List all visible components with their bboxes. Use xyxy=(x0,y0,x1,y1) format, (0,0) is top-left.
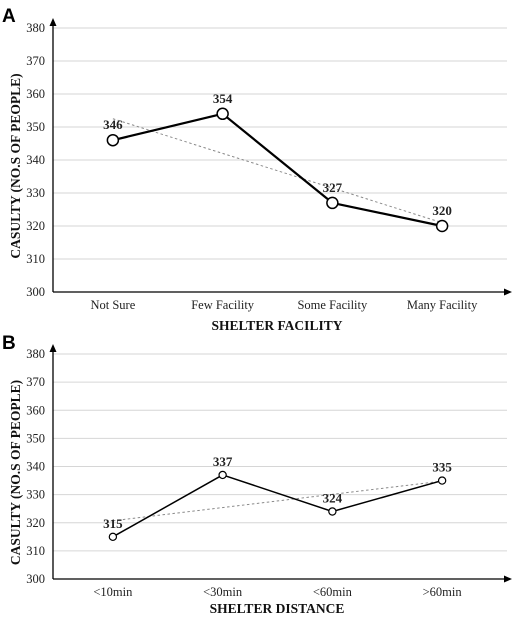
y-tick-label: 380 xyxy=(26,21,45,35)
trendline xyxy=(112,480,443,522)
y-tick-label: 350 xyxy=(26,120,45,134)
x-tick-label: Few Facility xyxy=(191,298,255,312)
data-point xyxy=(328,507,337,516)
y-tick-label: 310 xyxy=(26,252,45,266)
y-axis-title: CASULTY (NO.S OF PEOPLE) xyxy=(8,380,23,565)
series-line xyxy=(112,112,443,228)
data-point xyxy=(108,532,118,542)
data-label: 315 xyxy=(103,516,123,531)
y-tick-label: 380 xyxy=(26,347,45,361)
y-tick-label: 360 xyxy=(26,403,45,417)
y-tick-label: 370 xyxy=(26,375,45,389)
y-tick-label: 300 xyxy=(26,285,45,299)
y-tick-label: 360 xyxy=(26,87,45,101)
y-tick-label: 330 xyxy=(26,488,45,502)
y-tick-label: 340 xyxy=(26,460,45,474)
series-line xyxy=(112,474,443,538)
x-tick-label: Many Facility xyxy=(407,298,478,312)
y-axis-arrow xyxy=(49,18,57,26)
y-tick-label: 310 xyxy=(26,544,45,558)
data-label: 337 xyxy=(213,454,233,469)
data-point xyxy=(106,133,120,147)
x-tick-label: Some Facility xyxy=(297,298,368,312)
x-axis-arrow xyxy=(504,575,512,583)
y-axis-arrow xyxy=(49,344,57,352)
data-point xyxy=(218,470,227,480)
data-label: 324 xyxy=(323,491,343,506)
y-tick-label: 350 xyxy=(26,431,45,445)
y-tick-label: 320 xyxy=(26,516,45,530)
x-tick-label: <30min xyxy=(203,585,243,599)
data-label: 327 xyxy=(323,180,343,195)
x-axis-title: SHELTER DISTANCE xyxy=(210,601,345,616)
data-label: 354 xyxy=(213,91,233,106)
x-tick-label: <10min xyxy=(93,585,133,599)
data-label: 346 xyxy=(103,117,123,132)
y-tick-label: 370 xyxy=(26,54,45,68)
data-point xyxy=(435,219,449,233)
chart-panel-b: B 300 310 320 330 340 350 360 370 380 <10min <30min… xyxy=(2,333,512,616)
x-tick-label: Not Sure xyxy=(90,298,135,312)
data-point xyxy=(437,476,447,485)
y-tick-label: 320 xyxy=(26,219,45,233)
data-label: 335 xyxy=(432,460,452,475)
panel-letter: B xyxy=(2,333,16,354)
y-tick-label: 330 xyxy=(26,186,45,200)
data-point xyxy=(216,107,229,121)
x-axis-title: SHELTER FACILITY xyxy=(212,318,343,333)
panel-letter: A xyxy=(2,6,16,27)
trendline xyxy=(112,118,443,224)
y-axis-title: CASULTY (NO.S OF PEOPLE) xyxy=(8,73,23,258)
y-tick-label: 300 xyxy=(26,572,45,586)
data-point xyxy=(326,196,339,210)
y-tick-label: 340 xyxy=(26,153,45,167)
data-label: 320 xyxy=(432,203,452,218)
chart-panel-a: A 300 310 320 330 340 350 360 370 380 Not Sure Few … xyxy=(2,6,512,333)
x-tick-label: >60min xyxy=(423,585,463,599)
x-axis-arrow xyxy=(504,288,512,296)
x-tick-label: <60min xyxy=(313,585,353,599)
